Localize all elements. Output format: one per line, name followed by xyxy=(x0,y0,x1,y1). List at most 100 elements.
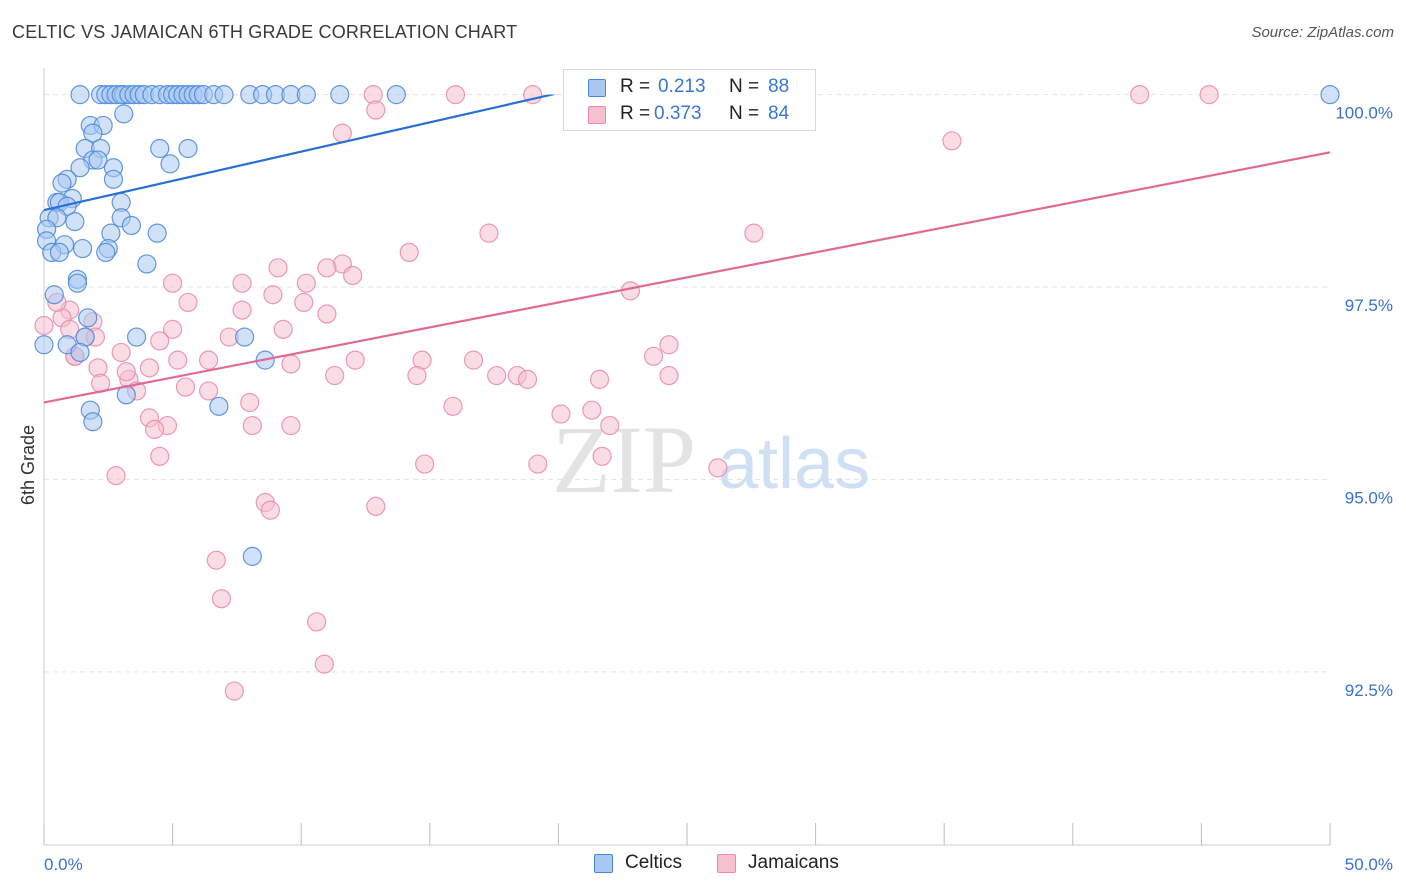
jamaicans-point xyxy=(232,273,252,293)
jamaicans-point xyxy=(163,319,183,339)
series-legend: Celtics Jamaicans xyxy=(0,852,1406,878)
jamaicans-point xyxy=(206,550,226,570)
celtics-point xyxy=(52,173,72,193)
celtics-point xyxy=(235,327,255,347)
jamaicans-point xyxy=(345,350,365,370)
jamaicans-point xyxy=(317,258,337,278)
jamaicans-point xyxy=(643,346,664,366)
jamaicans-point xyxy=(415,454,435,474)
y-axis-label: 6th Grade xyxy=(18,425,38,505)
celtics-point xyxy=(242,546,262,566)
jamaicans-point xyxy=(168,350,188,370)
grid-lines xyxy=(44,94,1330,673)
jamaicans-point xyxy=(163,273,183,293)
jamaicans-point xyxy=(268,258,288,278)
n-value: 88 xyxy=(768,76,790,97)
jamaicans-point xyxy=(199,350,219,370)
jamaicans-point xyxy=(139,358,160,378)
n-label: N = xyxy=(729,76,760,97)
y-tick-label: 92.5% xyxy=(1345,681,1393,700)
jamaicans-point xyxy=(659,335,679,355)
celtics-point xyxy=(70,342,90,363)
jamaicans-point xyxy=(232,300,252,320)
jamaicans-point xyxy=(592,446,612,466)
celtics-point xyxy=(67,273,88,293)
jamaicans-point xyxy=(343,265,363,286)
r-value: 0.213 xyxy=(658,76,706,97)
jamaicans-point xyxy=(517,369,538,389)
jamaicans-point xyxy=(589,369,610,389)
celtics-legend-swatch xyxy=(594,854,613,873)
celtics-point xyxy=(330,85,350,105)
jamaicans-point xyxy=(600,415,620,436)
jamaicans-point xyxy=(307,612,327,632)
celtics-point xyxy=(34,335,54,355)
jamaicans-point xyxy=(106,465,126,486)
jamaicans-point xyxy=(443,396,463,416)
celtics-point xyxy=(214,85,234,105)
jamaicans-point xyxy=(116,362,136,382)
r-label: R = xyxy=(620,103,651,124)
jamaicans-point xyxy=(314,654,334,674)
jamaicans-point xyxy=(366,496,386,516)
jamaicans-point xyxy=(479,223,499,243)
celtics-point xyxy=(121,215,142,236)
n-value: 84 xyxy=(768,103,790,124)
legend-label: Celtics xyxy=(625,852,683,873)
jamaicans-point xyxy=(260,500,280,520)
jamaicans-point xyxy=(620,281,641,301)
celtics-point xyxy=(44,285,64,305)
celtics-swatch xyxy=(588,79,606,97)
jamaicans-point xyxy=(144,419,165,440)
jamaicans-point xyxy=(551,404,571,424)
jamaicans-point xyxy=(175,377,196,397)
r-label: R = xyxy=(620,76,651,97)
legend-label: Jamaicans xyxy=(748,852,839,873)
jamaicans-point xyxy=(273,319,293,339)
jamaicans-point xyxy=(744,223,764,243)
y-tick-label: 100.0% xyxy=(1335,104,1393,123)
celtics-point xyxy=(1320,85,1340,105)
celtics-point xyxy=(386,85,406,105)
celtics-point xyxy=(114,104,134,124)
y-tick-label: 95.0% xyxy=(1345,488,1393,507)
axes: 100.0% 97.5% 95.0% 92.5% 0.0% 50.0% xyxy=(43,68,1393,874)
jamaicans-point xyxy=(325,365,345,386)
celtics-point xyxy=(83,123,103,143)
jamaicans-point xyxy=(659,365,679,386)
watermark-zip: ZIP xyxy=(552,406,696,513)
jamaicans-point xyxy=(942,131,962,151)
jamaicans-point xyxy=(1199,85,1219,105)
jamaicans-point xyxy=(708,458,728,478)
jamaicans-point xyxy=(528,454,548,474)
jamaicans-point xyxy=(150,331,170,351)
celtics-point xyxy=(209,396,229,416)
jamaicans-point xyxy=(242,415,262,436)
celtics-point xyxy=(96,242,116,263)
jamaicans-point xyxy=(332,123,352,143)
celtics-point xyxy=(72,238,93,259)
celtics-point xyxy=(178,138,198,159)
jamaicans-point xyxy=(294,292,314,313)
jamaicans-point xyxy=(445,85,466,105)
jamaicans-point xyxy=(34,315,54,336)
celtics-point xyxy=(83,412,103,432)
jamaicans-point xyxy=(582,400,602,420)
source-note: Source: ZipAtlas.com xyxy=(1251,24,1394,41)
watermark-atlas: atlas xyxy=(718,424,870,504)
celtics-point xyxy=(150,138,170,159)
celtics-point xyxy=(88,150,108,170)
jamaicans-point xyxy=(399,242,419,263)
jamaicans-point xyxy=(407,365,427,386)
celtics-point xyxy=(137,254,157,274)
celtics-point xyxy=(78,308,98,328)
chart-title: CELTIC VS JAMAICAN 6TH GRADE CORRELATION… xyxy=(12,22,518,42)
jamaicans-point xyxy=(317,304,337,324)
celtics-trend-line xyxy=(44,94,557,212)
celtics-point xyxy=(296,85,316,105)
jamaicans-point xyxy=(487,365,507,386)
celtics-point xyxy=(70,158,90,178)
jamaicans-point xyxy=(366,100,386,120)
jamaicans-point xyxy=(1130,85,1150,105)
jamaicans-trend-line xyxy=(44,151,1330,404)
